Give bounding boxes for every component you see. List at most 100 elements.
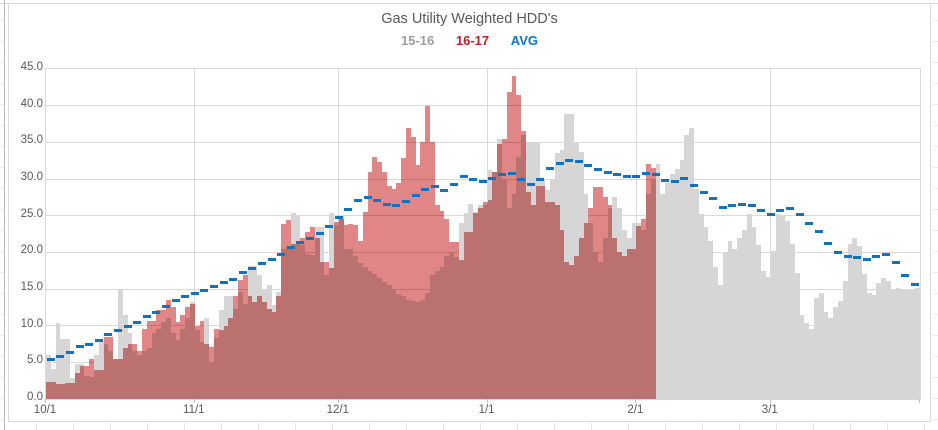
bar-16-17[interactable] xyxy=(271,311,277,399)
bar-16-17[interactable] xyxy=(550,201,555,399)
avg-dash[interactable] xyxy=(133,320,142,324)
bar-16-17[interactable] xyxy=(617,252,622,399)
bar-15-16[interactable] xyxy=(881,278,886,399)
avg-dash[interactable] xyxy=(709,197,718,201)
bar-16-17[interactable] xyxy=(334,222,339,399)
bar-15-16[interactable] xyxy=(866,293,872,399)
avg-dash[interactable] xyxy=(382,203,391,207)
bar-16-17[interactable] xyxy=(444,218,450,399)
bar-16-17[interactable] xyxy=(65,382,70,399)
bar-15-16[interactable] xyxy=(790,244,795,399)
bar-15-16[interactable] xyxy=(55,323,61,399)
bar-15-16[interactable] xyxy=(780,215,786,399)
bar-16-17[interactable] xyxy=(382,171,387,399)
avg-dash[interactable] xyxy=(843,254,852,258)
avg-dash[interactable] xyxy=(824,241,833,245)
bar-16-17[interactable] xyxy=(468,231,474,399)
avg-dash[interactable] xyxy=(862,257,871,261)
bar-16-17[interactable] xyxy=(286,220,291,399)
bar-16-17[interactable] xyxy=(295,243,301,399)
avg-dash[interactable] xyxy=(123,324,132,328)
bar-16-17[interactable] xyxy=(362,212,368,399)
bar-15-16[interactable] xyxy=(655,163,661,399)
bar-15-16[interactable] xyxy=(890,289,896,399)
bar-16-17[interactable] xyxy=(257,295,262,399)
bar-16-17[interactable] xyxy=(463,231,469,399)
bar-16-17[interactable] xyxy=(497,143,502,399)
hdd-chart[interactable]: Gas Utility Weighted HDD's 15-16 16-17 A… xyxy=(8,3,931,422)
bar-15-16[interactable] xyxy=(718,284,723,399)
bar-16-17[interactable] xyxy=(262,302,267,399)
bar-15-16[interactable] xyxy=(761,270,766,399)
bar-16-17[interactable] xyxy=(122,347,128,399)
bar-15-16[interactable] xyxy=(895,288,901,399)
avg-dash[interactable] xyxy=(498,172,506,176)
bar-16-17[interactable] xyxy=(535,185,541,399)
bar-15-16[interactable] xyxy=(857,245,862,399)
avg-dash[interactable] xyxy=(718,206,727,210)
bar-16-17[interactable] xyxy=(377,162,382,399)
bar-16-17[interactable] xyxy=(391,189,397,399)
chart-legend[interactable]: 15-16 16-17 AVG xyxy=(9,33,930,48)
bar-15-16[interactable] xyxy=(828,318,834,399)
bar-16-17[interactable] xyxy=(70,382,75,399)
bar-15-16[interactable] xyxy=(118,289,123,399)
bar-15-16[interactable] xyxy=(727,241,733,399)
avg-dash[interactable] xyxy=(632,174,641,178)
avg-dash[interactable] xyxy=(181,294,190,298)
avg-dash[interactable] xyxy=(104,332,113,336)
bar-15-16[interactable] xyxy=(698,214,704,399)
bar-16-17[interactable] xyxy=(137,351,142,399)
bar-15-16[interactable] xyxy=(689,128,694,399)
bar-15-16[interactable] xyxy=(670,173,675,399)
avg-dash[interactable] xyxy=(200,288,209,292)
avg-dash[interactable] xyxy=(402,199,410,203)
avg-dash[interactable] xyxy=(747,203,756,207)
avg-dash[interactable] xyxy=(690,183,698,187)
avg-dash[interactable] xyxy=(392,203,401,207)
bar-16-17[interactable] xyxy=(185,307,190,399)
bar-16-17[interactable] xyxy=(526,192,531,399)
bar-15-16[interactable] xyxy=(751,226,757,399)
avg-dash[interactable] xyxy=(421,187,430,191)
bar-15-16[interactable] xyxy=(871,294,877,399)
bar-15-16[interactable] xyxy=(708,241,714,399)
avg-dash[interactable] xyxy=(670,180,679,184)
avg-dash[interactable] xyxy=(229,277,238,281)
bar-16-17[interactable] xyxy=(46,382,51,399)
bar-16-17[interactable] xyxy=(94,369,99,399)
bar-16-17[interactable] xyxy=(583,223,589,399)
bar-16-17[interactable] xyxy=(55,384,61,399)
bar-16-17[interactable] xyxy=(511,76,517,399)
avg-dash[interactable] xyxy=(238,271,247,275)
bar-16-17[interactable] xyxy=(290,243,296,399)
bar-16-17[interactable] xyxy=(540,185,546,399)
bar-16-17[interactable] xyxy=(127,344,133,399)
avg-dash[interactable] xyxy=(478,180,487,184)
bar-16-17[interactable] xyxy=(487,200,493,399)
bar-16-17[interactable] xyxy=(650,168,656,399)
bar-15-16[interactable] xyxy=(713,267,718,399)
avg-dash[interactable] xyxy=(354,199,362,203)
avg-dash[interactable] xyxy=(171,299,180,303)
bar-16-17[interactable] xyxy=(482,201,488,399)
avg-dash[interactable] xyxy=(334,216,343,220)
bar-16-17[interactable] xyxy=(626,249,632,399)
avg-dash[interactable] xyxy=(219,281,228,285)
avg-dash[interactable] xyxy=(891,260,900,264)
avg-dash[interactable] xyxy=(574,159,583,163)
avg-dash[interactable] xyxy=(306,236,314,240)
bar-16-17[interactable] xyxy=(79,366,85,399)
bar-15-16[interactable] xyxy=(703,227,709,399)
avg-dash[interactable] xyxy=(613,173,622,177)
bar-16-17[interactable] xyxy=(238,280,243,399)
bar-15-16[interactable] xyxy=(766,277,771,399)
bar-16-17[interactable] xyxy=(473,213,478,399)
bar-16-17[interactable] xyxy=(578,237,584,399)
bar-15-16[interactable] xyxy=(65,338,70,399)
bar-16-17[interactable] xyxy=(175,322,181,399)
bar-16-17[interactable] xyxy=(425,105,430,399)
bar-16-17[interactable] xyxy=(151,320,157,399)
bar-16-17[interactable] xyxy=(310,226,315,399)
bar-16-17[interactable] xyxy=(156,310,162,399)
